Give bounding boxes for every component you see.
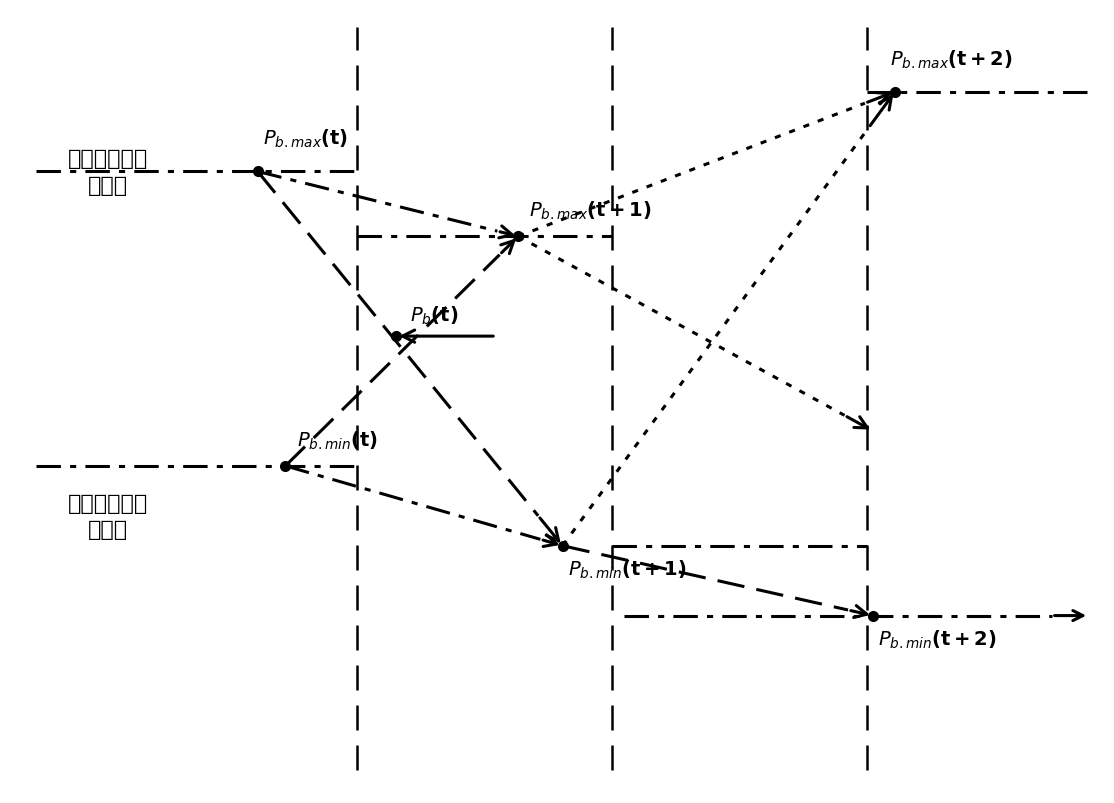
Text: $\boldsymbol{P_{b.min}\mathbf{(t)}}$: $\boldsymbol{P_{b.min}\mathbf{(t)}}$	[296, 429, 378, 451]
Text: $\boldsymbol{P_{b.min}\mathbf{(t+2)}}$: $\boldsymbol{P_{b.min}\mathbf{(t+2)}}$	[879, 628, 997, 650]
Text: $\boldsymbol{P_{b.min}\mathbf{(t+1)}}$: $\boldsymbol{P_{b.min}\mathbf{(t+1)}}$	[568, 558, 687, 581]
Text: $\boldsymbol{P_{b.max}\mathbf{(t+2)}}$: $\boldsymbol{P_{b.max}\mathbf{(t+2)}}$	[890, 48, 1013, 71]
Text: $\boldsymbol{P_{b}\mathbf{(t)}}$: $\boldsymbol{P_{b}\mathbf{(t)}}$	[410, 304, 458, 327]
Text: 电池组负荷裕
度下限: 电池组负荷裕 度下限	[68, 493, 148, 540]
Text: $\boldsymbol{P_{b.max}\mathbf{(t+1)}}$: $\boldsymbol{P_{b.max}\mathbf{(t+1)}}$	[529, 200, 652, 222]
Text: $\boldsymbol{P_{b.max}\mathbf{(t)}}$: $\boldsymbol{P_{b.max}\mathbf{(t)}}$	[263, 128, 349, 150]
Text: 电池组负荷裕
度上限: 电池组负荷裕 度上限	[68, 149, 148, 195]
